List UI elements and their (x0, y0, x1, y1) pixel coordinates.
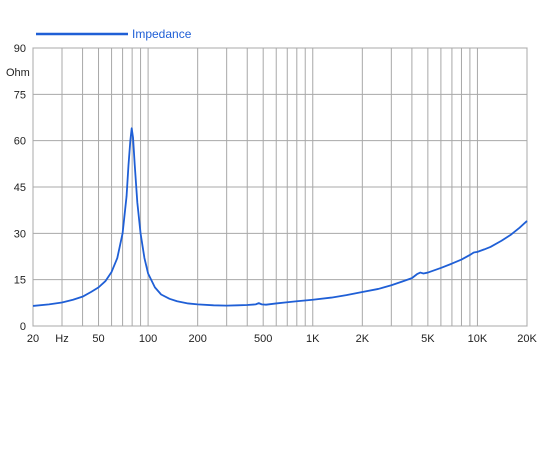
legend-label-impedance: Impedance (132, 27, 192, 41)
x-tick-label: 5K (421, 333, 435, 345)
series-line-impedance (32, 127, 528, 307)
x-tick-label: 20 (27, 333, 39, 345)
y-tick-label: 0 (20, 321, 26, 333)
y-tick-label: 60 (14, 136, 26, 148)
y-tick-labels: 0 15 30 45 60 75 90 (14, 43, 26, 333)
x-tick-label: 2K (356, 333, 370, 345)
y-axis-label: Ohm (6, 67, 30, 79)
x-tick-labels: 20 Hz 50 100 200 500 1K 2K 5K 10K 20K (27, 333, 538, 345)
x-tick-label: 20K (517, 333, 537, 345)
y-tick-label: 15 (14, 275, 26, 287)
x-tick-label: 50 (92, 333, 104, 345)
y-tick-label: 45 (14, 182, 26, 194)
x-tick-label: 10K (468, 333, 488, 345)
y-gridlines (33, 47, 527, 327)
plot-area (32, 47, 528, 327)
x-tick-label: 500 (254, 333, 272, 345)
legend: Impedance (36, 27, 192, 41)
y-tick-label: 90 (14, 43, 26, 55)
x-tick-label: 1K (306, 333, 320, 345)
y-tick-label: 30 (14, 228, 26, 240)
x-tick-label: 200 (188, 333, 206, 345)
x-tick-label: Hz (55, 333, 68, 345)
y-tick-label: 75 (14, 89, 26, 101)
x-tick-label: 100 (139, 333, 157, 345)
